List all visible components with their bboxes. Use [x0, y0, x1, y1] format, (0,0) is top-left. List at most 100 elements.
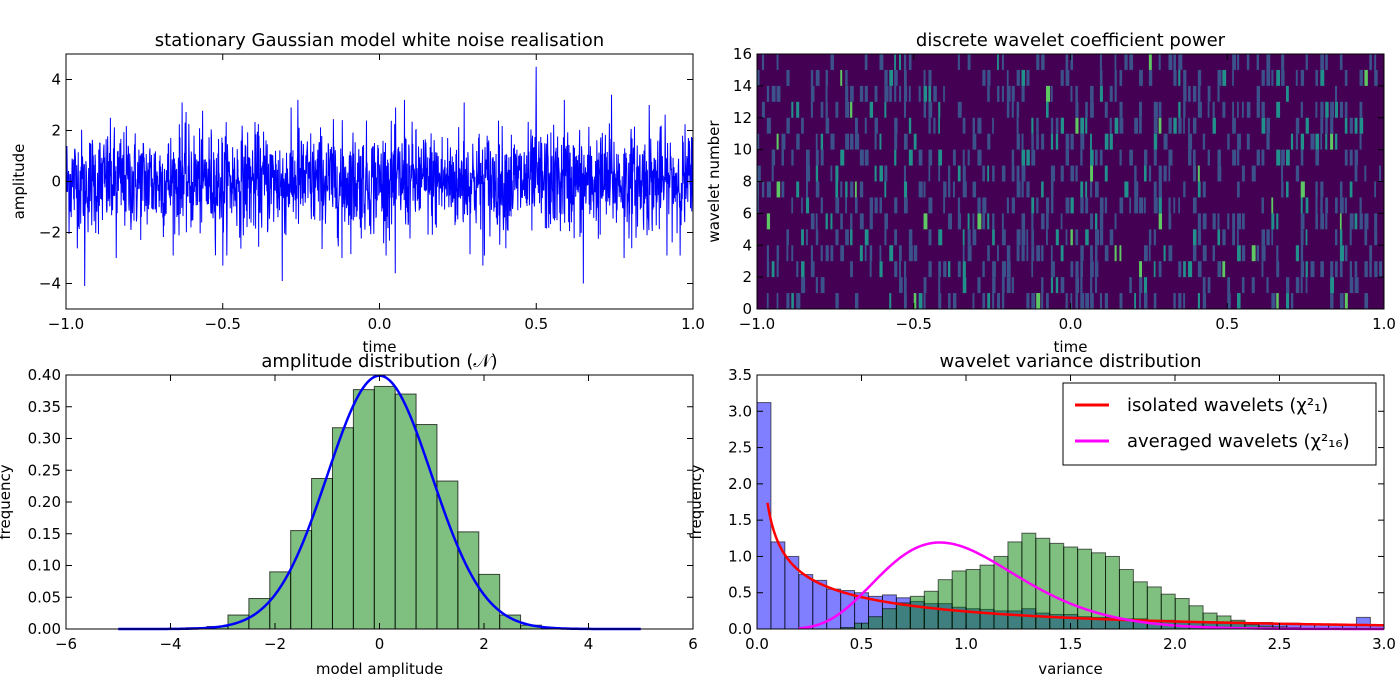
heatmap-cell — [1325, 197, 1329, 214]
heatmap-cell — [913, 293, 917, 309]
heatmap-cell — [1183, 101, 1186, 118]
heatmap-cell — [884, 229, 887, 246]
isolated-histogram-bar — [1355, 616, 1371, 630]
heatmap-cell — [874, 85, 878, 102]
heatmap-cell — [1261, 101, 1265, 118]
heatmap-cell — [1305, 197, 1309, 214]
heatmap-cell — [801, 197, 803, 214]
heatmap-cell — [1217, 149, 1221, 166]
heatmap-cell — [1315, 149, 1319, 166]
noise-series-line — [65, 66, 694, 287]
heatmap-cell — [757, 133, 760, 150]
heatmap-cell — [943, 261, 947, 278]
heatmap-cell — [1271, 213, 1275, 230]
heatmap-cell — [1006, 69, 1009, 86]
heatmap-cell — [1016, 245, 1020, 262]
heatmap-cell — [1001, 293, 1005, 309]
heatmap-cell — [1041, 245, 1044, 262]
heatmap-cell — [874, 133, 877, 150]
heatmap-cell — [1050, 181, 1054, 198]
heatmap-cell — [923, 181, 926, 198]
heatmap-cell — [1021, 69, 1026, 86]
y-tick-label: −4 — [39, 275, 61, 293]
heatmap-cell — [1271, 69, 1274, 86]
heatmap-cell — [791, 149, 794, 166]
heatmap-cell — [967, 149, 970, 166]
heatmap-cell — [1026, 229, 1029, 246]
heatmap-cell — [757, 197, 759, 214]
heatmap-cell — [997, 245, 999, 262]
heatmap-cell — [1090, 85, 1094, 102]
heatmap-cell — [1256, 245, 1260, 262]
heatmap-cell — [1124, 181, 1129, 198]
heatmap-cell — [1090, 293, 1094, 309]
y-tick-label: 12 — [733, 109, 752, 127]
panel-noise-realisation: −1.0 −0.5 0.0 0.5 1.0 −4 −2 0 2 4 stationary Gaus… — [10, 30, 705, 356]
heatmap-cell — [864, 54, 868, 70]
heatmap-cell — [869, 101, 874, 118]
heatmap-cell — [850, 101, 853, 118]
heatmap-cell — [1305, 54, 1308, 70]
heatmap-cell — [845, 197, 848, 214]
heatmap-cell — [1266, 117, 1271, 134]
heatmap-cell — [1286, 181, 1289, 198]
heatmap-cell — [835, 293, 839, 309]
heatmap-cell — [1237, 181, 1240, 198]
y-tick-label: 0 — [742, 300, 752, 318]
y-tick-label: 4 — [742, 236, 752, 254]
heatmap-cell — [1300, 245, 1304, 262]
y-tick-label: 0.25 — [28, 461, 61, 479]
heatmap-cell — [889, 293, 892, 309]
heatmap-cell — [997, 293, 1001, 309]
heatmap-cell — [908, 117, 912, 134]
heatmap-cell — [1055, 133, 1059, 150]
heatmap-cell — [1139, 69, 1143, 86]
heatmap-cell — [1104, 165, 1108, 182]
heatmap-cell — [864, 85, 868, 102]
heatmap-cell — [1080, 133, 1085, 150]
heatmap-cell — [796, 133, 800, 150]
heatmap-cell — [894, 117, 898, 134]
heatmap-cell — [1320, 69, 1325, 86]
heatmap-cell — [1320, 133, 1323, 150]
heatmap-cell — [957, 261, 961, 278]
heatmap-cell — [1192, 197, 1197, 214]
heatmap-cell — [894, 149, 897, 166]
heatmap-cell — [1173, 197, 1176, 214]
heatmap-cell — [1281, 54, 1285, 70]
heatmap-cell — [948, 181, 951, 198]
heatmap-cell — [884, 213, 888, 230]
heatmap-cell — [1139, 117, 1142, 134]
heatmap-cell — [1183, 261, 1186, 278]
heatmap-cell — [845, 85, 849, 102]
heatmap-cell — [757, 165, 761, 182]
heatmap-cell — [1183, 293, 1186, 309]
heatmap-cell — [815, 69, 820, 86]
heatmap-cell — [884, 181, 887, 198]
heatmap-cell — [864, 245, 867, 262]
y-tick-label: 2.0 — [728, 475, 752, 493]
heatmap-cell — [1349, 181, 1353, 198]
heatmap-cell — [943, 197, 946, 214]
heatmap-cell — [1320, 117, 1324, 134]
heatmap-cell — [1246, 133, 1250, 150]
y-tick-label: 8 — [742, 173, 752, 191]
heatmap-cell — [1344, 69, 1348, 86]
heatmap-cell — [1109, 85, 1113, 102]
heatmap-cell — [1237, 229, 1239, 246]
x-axis-label: variance — [1038, 660, 1103, 678]
heatmap-cell — [923, 85, 928, 102]
heatmap-cell — [1217, 229, 1221, 246]
heatmap-cell — [1134, 293, 1137, 309]
heatmap-cell — [771, 261, 775, 278]
y-tick-label: 0.30 — [28, 430, 61, 448]
isolated-histogram-bar — [798, 574, 814, 630]
heatmap-cell — [962, 245, 965, 262]
heatmap-cell — [1344, 197, 1347, 214]
heatmap-cell — [1232, 229, 1236, 246]
x-axis-label: time — [363, 338, 397, 356]
heatmap-cell — [864, 229, 869, 246]
heatmap-cell — [825, 85, 828, 102]
heatmap-cell — [1197, 213, 1201, 230]
heatmap-cell — [1046, 293, 1049, 309]
